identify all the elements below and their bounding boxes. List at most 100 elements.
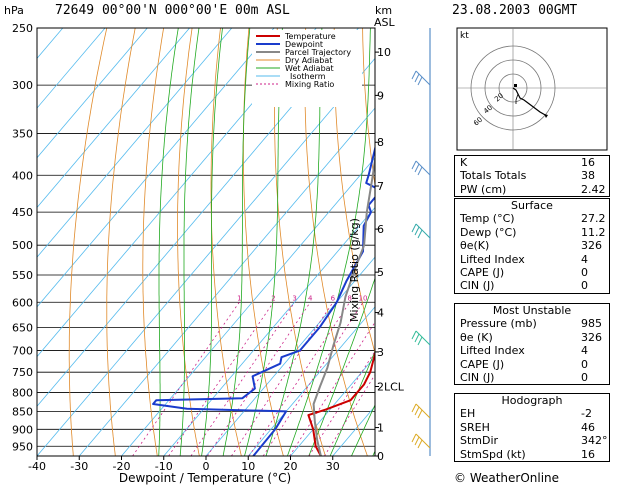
legend-temperature: Temperature — [284, 32, 336, 41]
mixing-ratio-label: 8 — [347, 294, 351, 302]
temperature-profile — [307, 349, 375, 456]
mixing-ratio-axis-title: Mixing Ratio (g/kg) — [348, 218, 361, 322]
dry-adiabat-line — [177, 28, 200, 456]
surface-cape-label: CAPE (J) — [460, 265, 505, 279]
surface-cape-value: 0 — [581, 265, 588, 279]
dry-adiabat-line — [304, 28, 368, 456]
eh-value: -2 — [581, 407, 592, 421]
dry-adiabat-line — [242, 28, 284, 456]
stmspd-value: 16 — [581, 447, 595, 461]
hodograph-indices-panel: Hodograph EH -2 SREH 46 StmDir 342° StmSpd … — [454, 393, 610, 462]
isotherm-line — [37, 28, 190, 209]
wet-adiabat-line — [244, 28, 283, 456]
isotherm-line — [290, 355, 375, 456]
dry-adiabat-line — [106, 28, 136, 456]
dewpoint-profile — [152, 144, 375, 456]
pw-label: PW (cm) — [460, 182, 507, 196]
height-tick-label: 2LCL — [377, 380, 405, 393]
pressure-tick-label: 750 — [12, 366, 33, 379]
copyright: © WeatherOnline — [454, 471, 559, 485]
legend: Temperature Dewpoint Parcel Trajectory D… — [252, 30, 362, 107]
sreh-value: 46 — [581, 420, 595, 434]
x-axis-title: Dewpoint / Temperature (°C) — [119, 471, 291, 485]
wind-barb — [411, 160, 431, 176]
dry-adiabat-line — [210, 28, 242, 456]
mixing-ratio-label: 20 — [402, 294, 411, 302]
mu-li-value: 4 — [581, 344, 588, 358]
pressure-tick-label: 850 — [12, 405, 33, 418]
most-unstable-panel: Most Unstable Pressure (mb) 985 θe (K) 326… — [454, 303, 610, 386]
mixing-ratio-label: 10 — [359, 294, 368, 302]
mu-cape-label: CAPE (J) — [460, 357, 505, 371]
mu-li-label: Lifted Index — [460, 344, 525, 358]
legend-isotherm: Isotherm — [290, 72, 326, 81]
hodograph-ring-40: 40 — [482, 104, 494, 116]
legend-dry-adiabat: Dry Adiabat — [285, 56, 332, 65]
hodograph-ring-20: 20 — [493, 92, 505, 104]
indices-panel: K 16 Totals Totals 38 PW (cm) 2.42 — [454, 155, 610, 198]
km-label: km — [375, 4, 392, 17]
wind-barb — [411, 433, 431, 449]
hodograph-ring-60: 60 — [472, 116, 484, 128]
isotherm-line — [78, 107, 375, 456]
temperature-tick-label: 10 — [241, 460, 255, 473]
wind-barb — [411, 70, 431, 86]
mixing-ratio-label: 4 — [308, 294, 313, 302]
wet-adiabat-line — [351, 404, 375, 456]
wind-barbs — [411, 70, 431, 449]
surface-cin-value: 0 — [581, 279, 588, 293]
k-label: K — [460, 156, 468, 169]
parcel-trajectory — [312, 152, 375, 456]
isotherm-line — [247, 306, 375, 456]
stmspd-label: StmSpd (kt) — [460, 447, 526, 461]
pressure-tick-label: 250 — [12, 22, 33, 35]
height-tick-label: 3 — [377, 346, 384, 359]
mixing-ratio-line — [190, 302, 295, 456]
mixing-ratio-label: 2 — [271, 294, 275, 302]
temperature-tick-label: -30 — [70, 460, 88, 473]
height-tick-label: 4 — [377, 307, 384, 320]
pressure-tick-label: 400 — [12, 169, 33, 182]
surface-temp-value: 27.2 — [581, 212, 606, 226]
mu-pres-label: Pressure (mb) — [460, 317, 537, 331]
hodo-title: Hodograph — [501, 394, 563, 407]
dry-adiabat-line — [142, 28, 164, 456]
totals-label: Totals Totals — [460, 169, 527, 183]
asl-label: ASL — [374, 16, 396, 29]
height-tick-label: 6 — [377, 223, 384, 236]
height-tick-label: 9 — [377, 89, 384, 102]
temperature-tick-label: 20 — [284, 460, 298, 473]
pressure-tick-label: 300 — [12, 79, 33, 92]
k-value: 16 — [581, 156, 595, 169]
stmdir-label: StmDir — [460, 434, 499, 448]
mixing-ratio-line — [248, 302, 351, 456]
surface-panel: Surface Temp (°C) 27.2 Dewp (°C) 11.2 θe(K… — [454, 198, 610, 294]
surface-li-value: 4 — [581, 252, 588, 266]
pressure-tick-label: 650 — [12, 321, 33, 334]
surface-theta-value: 326 — [581, 239, 602, 253]
pressure-tick-label: 700 — [12, 345, 33, 358]
wind-barb — [411, 330, 431, 346]
temperature-tick-label: 30 — [326, 460, 340, 473]
hodograph: kt 20 40 60 — [456, 27, 608, 151]
height-tick-label: 8 — [377, 136, 384, 149]
legend-dewpoint: Dewpoint — [285, 40, 323, 49]
surface-theta-label: θe(K) — [460, 239, 490, 253]
pressure-tick-label: 450 — [12, 206, 33, 219]
stmdir-value: 342° — [581, 434, 608, 448]
mu-title: Most Unstable — [492, 304, 572, 317]
dry-adiabat-line — [68, 28, 108, 456]
mixing-ratio-line — [168, 302, 274, 456]
surface-cin-label: CIN (J) — [460, 279, 495, 293]
wind-barb — [411, 403, 431, 419]
isotherm-line — [37, 28, 233, 258]
pressure-tick-label: 950 — [12, 440, 33, 453]
isotherm-line — [37, 28, 106, 109]
temperature-tick-label: -10 — [155, 460, 173, 473]
legend-parcel: Parcel Trajectory — [285, 48, 351, 57]
wet-adiabat-line — [201, 28, 223, 456]
pressure-tick-label: 800 — [12, 386, 33, 399]
height-tick-label: 5 — [377, 266, 384, 279]
station-title: 72649 00°00'N 000°00'E 00m ASL — [55, 3, 290, 18]
